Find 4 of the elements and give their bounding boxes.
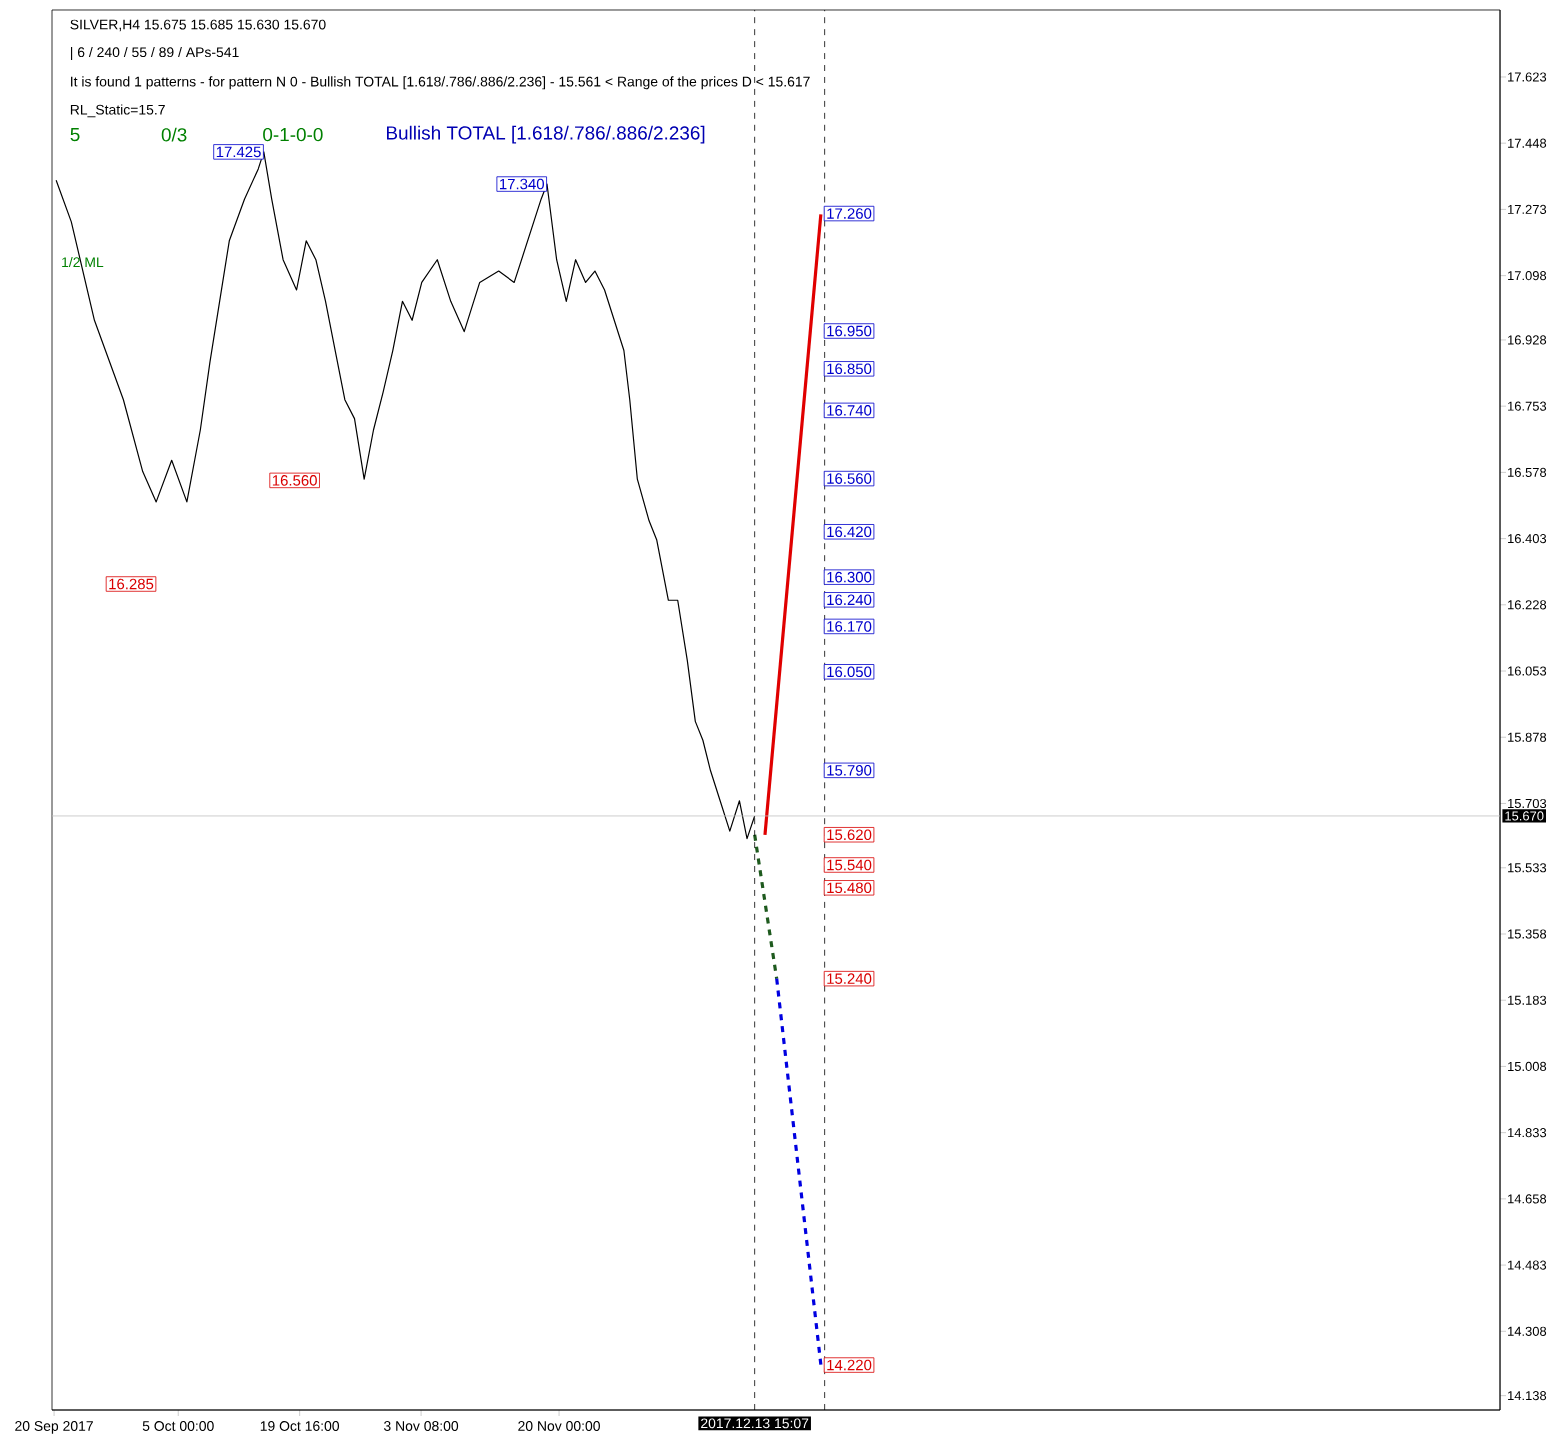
annotation: 0-1-0-0 — [263, 127, 323, 142]
annotation: 5 — [70, 127, 80, 142]
text: Bullish TOTAL [1.618/.786/.886/2.236] — [387, 125, 705, 144]
annotation: 0/3 — [161, 127, 187, 142]
